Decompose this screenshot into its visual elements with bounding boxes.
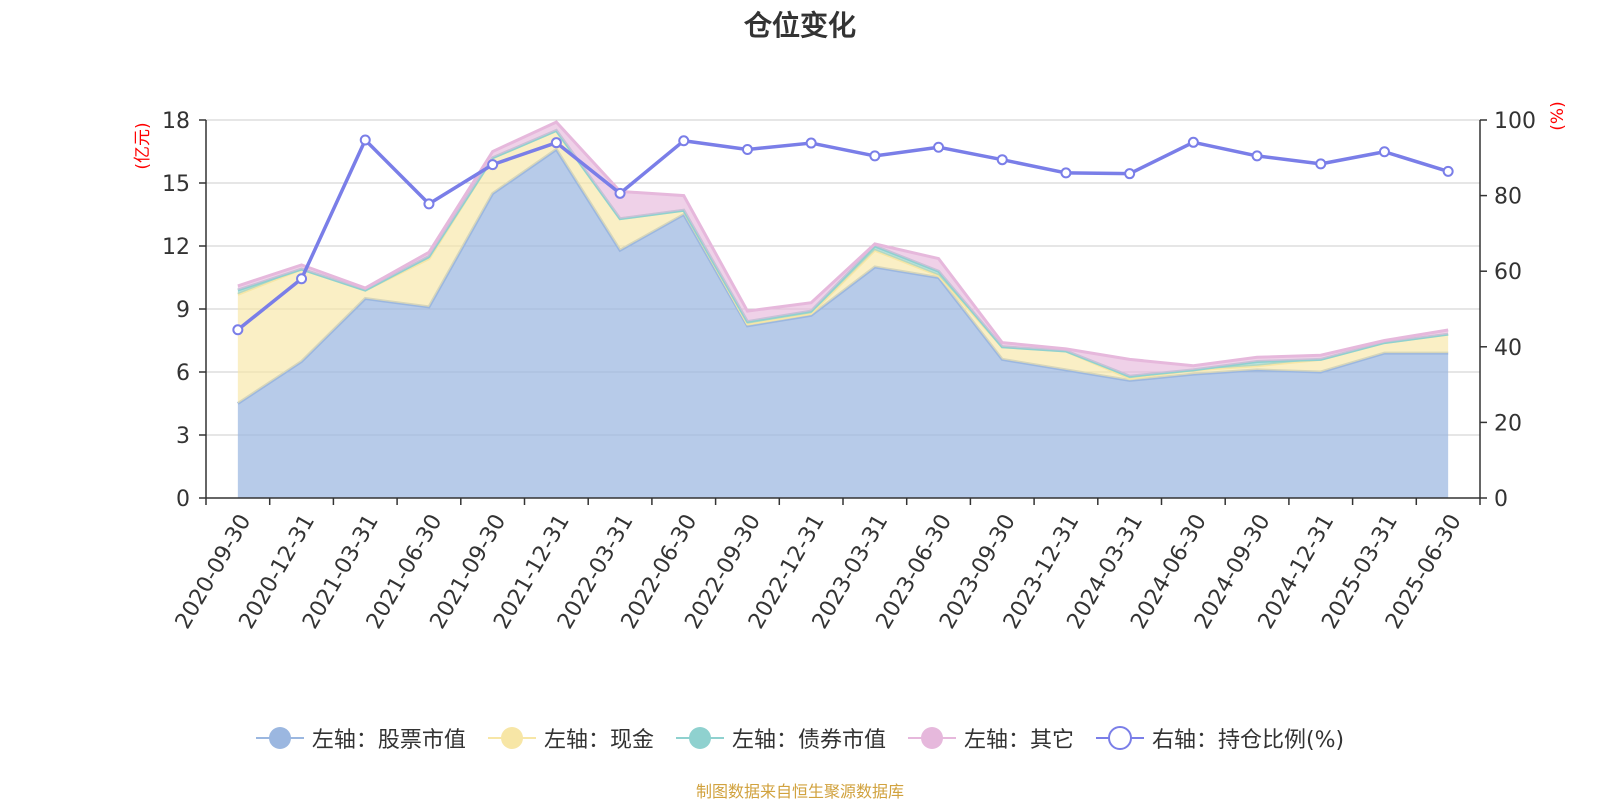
ratio-point xyxy=(296,273,308,285)
legend-item[interactable]: 左轴：现金 xyxy=(487,722,654,754)
ratio-point xyxy=(678,135,690,147)
left-y-tick-label: 12 xyxy=(162,235,190,260)
left-y-tick-label: 3 xyxy=(176,424,190,449)
legend-label: 左轴：现金 xyxy=(543,728,654,753)
legend-label: 左轴：债券市值 xyxy=(731,728,886,753)
right-y-tick-label: 80 xyxy=(1494,185,1522,210)
legend-line-marker-icon xyxy=(1095,726,1144,750)
ratio-point xyxy=(805,137,817,149)
ratio-point xyxy=(1442,165,1454,177)
ratio-point xyxy=(614,187,626,199)
ratio-point xyxy=(996,154,1008,166)
ratio-point xyxy=(869,150,881,162)
ratio-point xyxy=(423,198,435,210)
source-note: 制图数据来自恒生聚源数据库 xyxy=(695,782,904,801)
left-y-tick-label: 15 xyxy=(162,172,190,197)
legend-area-marker-icon xyxy=(487,727,536,749)
ratio-point xyxy=(741,143,753,155)
legend-area-marker-icon xyxy=(255,727,304,749)
ratio-line xyxy=(236,138,1449,332)
left-axis-unit: (亿元) xyxy=(133,122,153,169)
legend-area-marker-icon xyxy=(907,727,956,749)
legend-area-marker-icon xyxy=(675,727,724,749)
stacked-areas xyxy=(237,120,1449,498)
left-y-tick-label: 18 xyxy=(162,109,190,134)
right-y-tick-label: 40 xyxy=(1494,336,1522,361)
area-series-1 xyxy=(237,149,1449,498)
left-y-tick-label: 9 xyxy=(176,298,190,323)
chart-legend: 左轴：股票市值 左轴：现金 左轴：债券市值 左轴：其它 右轴：持仓比例(%) xyxy=(0,720,1600,756)
ratio-point xyxy=(232,324,244,336)
legend-item[interactable]: 左轴：债券市值 xyxy=(675,722,886,754)
ratio-point xyxy=(1315,158,1327,170)
legend-item[interactable]: 左轴：股票市值 xyxy=(255,722,466,754)
holding-ratio-line xyxy=(232,134,1454,336)
left-y-tick-label: 0 xyxy=(176,487,190,512)
position-change-chart: 03691215180204060801002020-09-302020-12-… xyxy=(133,101,1568,633)
legend-label: 左轴：其它 xyxy=(963,728,1074,753)
right-y-tick-label: 20 xyxy=(1494,411,1522,436)
ratio-point xyxy=(550,137,562,149)
left-y-tick-label: 6 xyxy=(176,361,190,386)
right-y-tick-label: 60 xyxy=(1494,260,1522,285)
right-y-tick-label: 0 xyxy=(1494,487,1508,512)
right-axis-unit: (%) xyxy=(1548,101,1568,130)
area-edge-series-4 xyxy=(237,120,1449,368)
legend-label: 右轴：持仓比例(%) xyxy=(1151,728,1345,753)
ratio-point xyxy=(1251,150,1263,162)
ratio-point xyxy=(359,134,371,146)
legend-item[interactable]: 左轴：其它 xyxy=(907,722,1074,754)
ratio-point xyxy=(1124,168,1136,180)
ratio-point xyxy=(933,141,945,153)
ratio-point xyxy=(487,159,499,171)
legend-label: 左轴：股票市值 xyxy=(311,728,466,753)
chart-title: 仓位变化 xyxy=(743,9,856,42)
ratio-point xyxy=(1378,146,1390,158)
legend-item[interactable]: 右轴：持仓比例(%) xyxy=(1095,722,1345,754)
right-y-tick-label: 100 xyxy=(1494,109,1536,134)
ratio-point xyxy=(1060,167,1072,179)
ratio-point xyxy=(1187,136,1199,148)
